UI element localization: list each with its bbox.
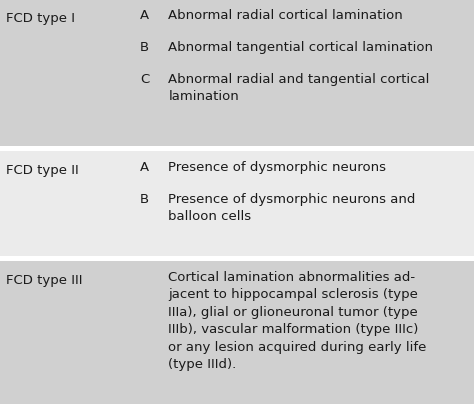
Text: Presence of dysmorphic neurons: Presence of dysmorphic neurons [168, 161, 386, 174]
Text: C: C [140, 73, 149, 86]
Bar [0, 152, 474, 256]
Text: Abnormal tangential cortical lamination: Abnormal tangential cortical lamination [168, 41, 433, 54]
Text: Abnormal radial cortical lamination: Abnormal radial cortical lamination [168, 9, 403, 22]
Bar [0, 146, 474, 152]
Bar [0, 256, 474, 261]
Text: A: A [140, 9, 149, 22]
Text: FCD type I: FCD type I [6, 13, 75, 25]
Bar [0, 261, 474, 404]
Text: Abnormal radial and tangential cortical
lamination: Abnormal radial and tangential cortical … [168, 73, 429, 103]
Text: B: B [140, 41, 149, 54]
Bar [0, 0, 474, 146]
Text: Presence of dysmorphic neurons and
balloon cells: Presence of dysmorphic neurons and ballo… [168, 192, 416, 223]
Text: B: B [140, 192, 149, 206]
Text: A: A [140, 161, 149, 174]
Text: Cortical lamination abnormalities ad-
jacent to hippocampal sclerosis (type
IIIa: Cortical lamination abnormalities ad- ja… [168, 271, 427, 371]
Text: FCD type II: FCD type II [6, 164, 78, 177]
Text: FCD type III: FCD type III [6, 274, 82, 287]
